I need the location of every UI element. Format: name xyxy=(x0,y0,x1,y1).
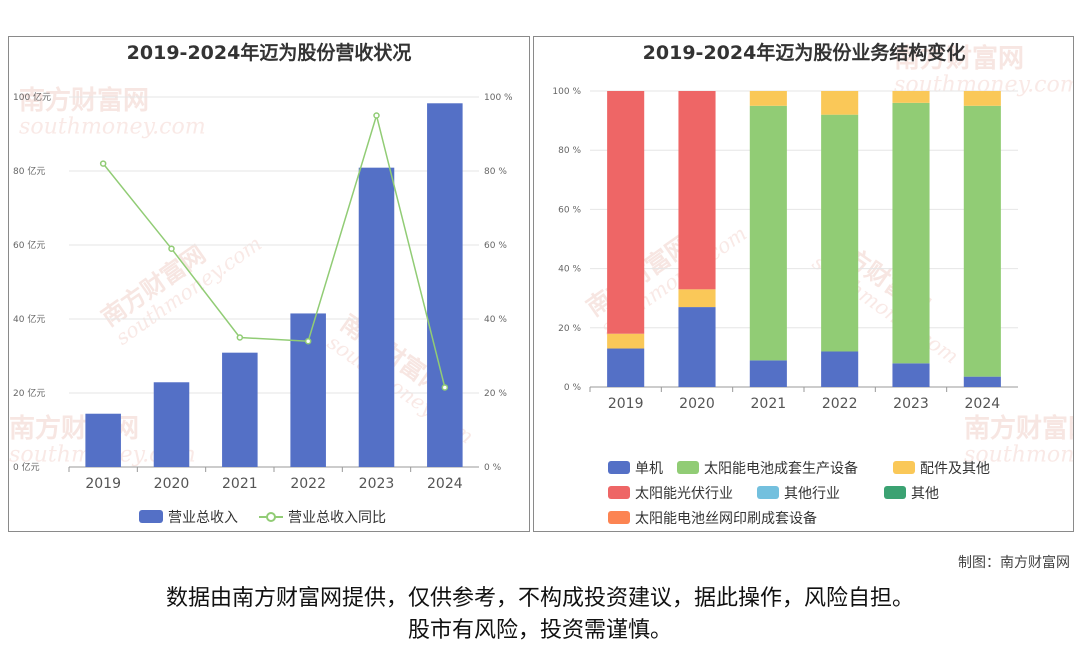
disclaimer-line-1: 数据由南方财富网提供，仅供参考，不构成投资建议，据此操作，风险自担。 xyxy=(165,586,914,611)
legend-swatch xyxy=(893,461,915,474)
y-right-tick-label: 80 % xyxy=(484,167,507,177)
legend-label-revenue: 营业总收入 xyxy=(168,510,238,526)
y-left-tick-label: 80 亿元 xyxy=(13,165,45,177)
stack-segment xyxy=(963,376,1001,387)
revenue-bar xyxy=(153,382,190,467)
stack-segment xyxy=(678,91,716,290)
y-tick-label: 40 % xyxy=(558,265,581,275)
stack-segment xyxy=(678,307,716,387)
y-right-tick-label: 60 % xyxy=(484,241,507,251)
legend-swatch xyxy=(608,486,630,499)
stack-segment xyxy=(892,102,930,364)
y-left-tick-label: 60 亿元 xyxy=(13,239,45,251)
stack-segment xyxy=(821,91,859,115)
y-left-tick-label: 0 亿元 xyxy=(13,461,40,473)
business-structure-chart: 南方财富网southmoney.com南方财富网southmoney.com南方… xyxy=(552,41,1073,527)
revenue-chart: 南方财富网southmoney.com南方财富网southmoney.com南方… xyxy=(9,41,513,526)
legend-label: 其他 xyxy=(911,486,939,502)
stack-segment xyxy=(821,114,859,352)
stack-segment xyxy=(607,333,645,349)
x-category-label: 2023 xyxy=(359,476,395,492)
stack-segment xyxy=(963,105,1001,377)
legend-label: 太阳能电池丝网印刷成套设备 xyxy=(635,510,817,527)
stack-segment xyxy=(678,289,716,308)
y-tick-label: 0 % xyxy=(564,383,582,393)
watermark-text: 南方财富网 xyxy=(894,43,1024,74)
stack-segment xyxy=(749,91,787,106)
x-category-label: 2022 xyxy=(290,476,326,492)
watermark-url: southmoney.com xyxy=(964,442,1073,468)
x-category-label: 2020 xyxy=(679,396,715,412)
legend-label: 太阳能电池成套生产设备 xyxy=(704,460,858,477)
watermark-text: 南方财富网 xyxy=(19,85,149,116)
y-right-tick-label: 100 % xyxy=(484,93,513,103)
yoy-growth-point xyxy=(236,334,244,341)
x-category-label: 2022 xyxy=(822,396,858,412)
watermark-url: southmoney.com xyxy=(19,114,206,140)
x-category-label: 2021 xyxy=(222,476,258,492)
stack-segment xyxy=(607,91,645,334)
revenue-bar xyxy=(222,352,258,467)
stack-segment xyxy=(892,363,930,387)
x-category-label: 2019 xyxy=(608,396,644,412)
watermark-text: 南方财富网 xyxy=(964,413,1073,444)
legend-label: 其他行业 xyxy=(784,486,840,502)
stack-segment xyxy=(892,91,930,103)
x-category-label: 2024 xyxy=(427,476,463,492)
stack-segment xyxy=(749,360,787,387)
stack-segment xyxy=(821,351,859,387)
yoy-growth-point xyxy=(168,245,175,252)
yoy-growth-point xyxy=(304,337,312,345)
chart-title: 2019-2024年迈为股份营收状况 xyxy=(127,41,412,64)
x-category-label: 2024 xyxy=(965,396,1001,412)
disclaimer-line-2: 股市有风险，投资需谨慎。 xyxy=(407,618,672,643)
x-category-label: 2019 xyxy=(85,476,121,492)
business-structure-chart-panel: 南方财富网southmoney.com南方财富网southmoney.com南方… xyxy=(533,36,1074,532)
legend-swatch xyxy=(884,486,906,499)
y-left-tick-label: 20 亿元 xyxy=(13,387,45,399)
stack-segment xyxy=(607,348,645,387)
yoy-growth-point xyxy=(441,384,449,391)
stack-segment xyxy=(963,91,1001,106)
legend-swatch-revenue xyxy=(139,510,163,523)
revenue-bar xyxy=(290,313,326,467)
y-tick-label: 80 % xyxy=(558,146,581,156)
y-left-tick-label: 100 亿元 xyxy=(13,91,51,103)
y-right-tick-label: 0 % xyxy=(484,463,502,473)
chart-credit: 制图：南方财富网 xyxy=(958,555,1070,571)
revenue-chart-panel: 南方财富网southmoney.com南方财富网southmoney.com南方… xyxy=(8,36,530,532)
stack-segment xyxy=(749,105,787,361)
y-tick-label: 100 % xyxy=(552,87,581,97)
yoy-growth-point xyxy=(373,112,380,119)
legend-marker-yoy xyxy=(266,512,276,522)
revenue-bar xyxy=(358,167,395,468)
legend-swatch xyxy=(677,461,699,474)
y-right-tick-label: 40 % xyxy=(484,315,507,325)
yoy-growth-point xyxy=(99,160,107,167)
chart-title: 2019-2024年迈为股份业务结构变化 xyxy=(643,41,966,64)
legend-swatch xyxy=(608,511,630,524)
x-category-label: 2020 xyxy=(154,476,190,492)
legend-swatch xyxy=(608,461,630,474)
y-tick-label: 60 % xyxy=(558,205,581,215)
legend-label: 单机 xyxy=(635,461,663,477)
y-left-tick-label: 40 亿元 xyxy=(13,313,45,325)
legend-label-yoy: 营业总收入同比 xyxy=(288,510,386,526)
legend-label: 配件及其他 xyxy=(920,461,990,477)
x-category-label: 2021 xyxy=(751,396,787,412)
yoy-growth-line xyxy=(102,112,446,388)
y-tick-label: 20 % xyxy=(558,324,581,334)
legend-swatch xyxy=(757,486,779,499)
x-category-label: 2023 xyxy=(893,396,929,412)
legend: 营业总收入 营业总收入同比 xyxy=(139,510,386,526)
legend-label: 太阳能光伏行业 xyxy=(635,486,733,502)
revenue-bar xyxy=(85,413,121,467)
revenue-bar xyxy=(427,103,463,467)
y-right-tick-label: 20 % xyxy=(484,389,507,399)
